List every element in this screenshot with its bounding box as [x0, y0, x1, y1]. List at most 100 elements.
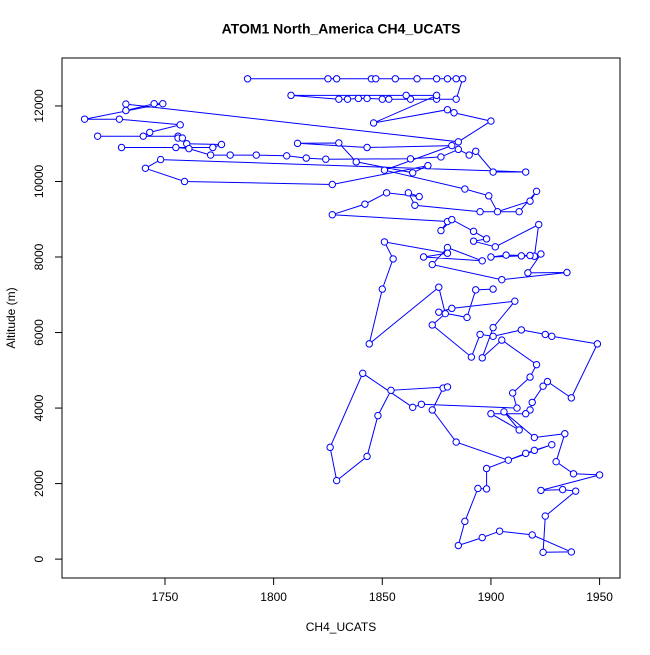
- data-point: [517, 326, 526, 334]
- data-point: [541, 512, 549, 520]
- data-point: [332, 476, 341, 485]
- data-point: [391, 75, 400, 83]
- data-point: [495, 527, 504, 535]
- data-point: [498, 336, 506, 344]
- data-point: [378, 95, 386, 103]
- y-axis-label: Altitude (m): [4, 287, 18, 348]
- data-point: [487, 410, 495, 418]
- data-point: [378, 285, 386, 293]
- data-point: [409, 403, 417, 412]
- data-point: [409, 169, 417, 177]
- data-point: [489, 285, 497, 293]
- data-point: [352, 158, 360, 166]
- data-point: [443, 249, 452, 257]
- data-point: [454, 138, 463, 146]
- data-point: [493, 207, 502, 216]
- data-point: [428, 406, 436, 414]
- data-point: [469, 237, 478, 245]
- data-point: [372, 75, 380, 83]
- data-point: [432, 91, 441, 100]
- data-point: [478, 533, 486, 542]
- data-point: [482, 485, 491, 493]
- data-point: [487, 253, 495, 261]
- data-point: [458, 75, 467, 83]
- data-point: [563, 268, 571, 277]
- data-point: [595, 471, 604, 479]
- y-tick-label: 4000: [32, 394, 46, 421]
- data-point: [402, 91, 410, 100]
- data-point: [302, 154, 310, 162]
- data-point: [428, 321, 436, 329]
- data-point: [335, 95, 343, 103]
- data-point: [328, 211, 337, 219]
- data-point: [243, 75, 252, 83]
- data-point: [448, 141, 456, 150]
- data-point: [437, 153, 445, 161]
- data-point: [435, 308, 443, 316]
- data-point: [450, 109, 458, 117]
- data-point: [226, 151, 234, 159]
- data-point: [178, 134, 187, 142]
- data-point: [489, 168, 497, 176]
- data-point: [176, 121, 184, 129]
- x-tick-label: 1850: [369, 590, 396, 604]
- data-point: [385, 95, 393, 103]
- data-point: [389, 255, 397, 263]
- data-point: [365, 340, 373, 348]
- data-point: [524, 269, 532, 277]
- data-point: [489, 332, 497, 341]
- data-point: [332, 75, 341, 83]
- data-point: [491, 243, 499, 251]
- data-point: [139, 132, 147, 140]
- data-point: [328, 180, 337, 189]
- data-point: [293, 139, 302, 148]
- data-point: [504, 456, 513, 464]
- data-point: [454, 541, 463, 550]
- data-point: [541, 330, 549, 339]
- data-point: [478, 257, 486, 265]
- y-tick-label: 0: [32, 555, 46, 562]
- data-point: [502, 251, 510, 259]
- data-point: [552, 457, 560, 466]
- data-point: [150, 99, 158, 108]
- data-point: [528, 398, 536, 407]
- data-point: [217, 140, 226, 149]
- data-point: [437, 226, 445, 235]
- data-point: [428, 260, 436, 269]
- data-point: [461, 517, 469, 526]
- x-tick-label: 1900: [478, 590, 505, 604]
- chart-title: ATOM1 North_America CH4_UCATS: [222, 21, 461, 37]
- data-point: [380, 238, 389, 246]
- x-tick-label: 1950: [586, 590, 613, 604]
- data-point: [452, 438, 460, 446]
- data-point: [206, 151, 215, 159]
- data-point: [569, 470, 578, 478]
- data-point: [500, 408, 508, 416]
- data-point: [472, 286, 480, 294]
- data-point: [571, 487, 580, 495]
- data-point: [537, 486, 545, 495]
- data-point: [448, 304, 456, 313]
- data-point: [361, 200, 369, 208]
- data-point: [354, 94, 363, 103]
- data-point: [526, 251, 534, 260]
- data-point: [558, 485, 567, 494]
- data-point: [526, 373, 534, 381]
- data-point: [511, 297, 519, 305]
- data-point: [535, 220, 543, 229]
- data-point: [159, 99, 167, 108]
- x-tick-label: 1750: [152, 590, 179, 604]
- data-point: [528, 531, 536, 539]
- data-point: [287, 91, 295, 100]
- data-point: [335, 139, 343, 147]
- data-point: [324, 75, 332, 83]
- data-point: [404, 189, 413, 197]
- data-point: [548, 440, 556, 449]
- data-point: [387, 386, 395, 395]
- x-axis-label: CH4_UCATS: [306, 620, 376, 634]
- data-point: [146, 128, 154, 137]
- data-point: [369, 119, 378, 127]
- data-point: [359, 369, 367, 378]
